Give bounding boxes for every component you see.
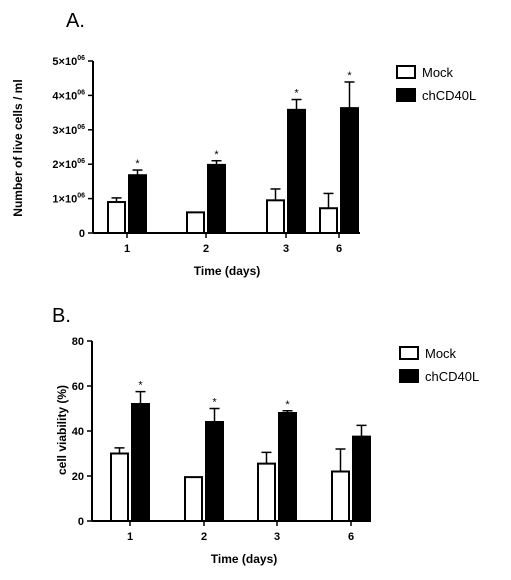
y-tick-label: 2×1006 [52, 158, 85, 171]
legend-swatch-chcd40l [396, 88, 416, 102]
plot-area: 0 20 40 60 80 * 1 * 2 * 3 6 Mock chCD40L [72, 336, 479, 543]
legend-swatch-mock [396, 65, 416, 79]
y-axis-label: Number of live cells / ml [11, 79, 25, 216]
significance-marker: * [212, 397, 217, 409]
y-tick-label-exponent: 06 [77, 55, 85, 62]
x-tick-label: 6 [348, 531, 354, 543]
y-tick-label: 40 [72, 426, 84, 438]
y-tick-label: 0 [79, 228, 85, 240]
x-tick-label: 1 [127, 531, 133, 543]
y-tick-label-exponent: 06 [77, 193, 85, 200]
bar-chcd40l-day-2 [205, 421, 224, 522]
bar-mock-day-3 [257, 462, 276, 522]
bar-mock-day-6 [319, 207, 338, 234]
bar-mock-day-6 [331, 470, 350, 522]
bar-chcd40l-day-1 [131, 403, 150, 522]
chart-b: cell viability (%) Time (days) 0 20 40 60 80… [55, 336, 479, 566]
y-tick-label-base: 3×10 [52, 125, 77, 137]
y-tick-label-exponent: 06 [77, 124, 85, 131]
significance-marker: * [214, 149, 219, 161]
chart-a: Number of live cells / ml Time (days) 0 1… [11, 55, 476, 278]
bar-chcd40l-day-2 [207, 163, 226, 234]
y-tick-label: 60 [72, 381, 84, 393]
bar-mock-day-2 [184, 476, 203, 522]
panel-label-b: B. [52, 305, 71, 327]
y-tick-label-base: 2×10 [52, 159, 77, 171]
y-tick-label: 4×1006 [52, 89, 85, 102]
legend-label-mock: Mock [425, 346, 457, 361]
significance-marker: * [135, 158, 140, 170]
legend-swatch-chcd40l [399, 369, 419, 383]
x-tick-label: 2 [201, 531, 207, 543]
legend-swatch-mock [399, 346, 419, 360]
bar-mock-day-3 [266, 199, 285, 235]
x-tick-label: 2 [203, 243, 209, 255]
y-tick-label-base: 5×10 [52, 56, 77, 68]
x-tick-label: 1 [124, 243, 130, 255]
x-axis-label: Time (days) [211, 552, 277, 566]
legend-label-mock: Mock [422, 65, 454, 80]
y-tick-label: 3×1006 [52, 124, 85, 137]
y-tick-label-base: 4×10 [52, 90, 77, 102]
significance-marker: * [285, 399, 290, 411]
bar-chcd40l-day-3 [287, 108, 306, 234]
bar-mock-day-2 [186, 211, 205, 234]
plot-area: 01×10062×10063×10064×10065×1006*1*2*3*6M… [52, 55, 476, 255]
y-axis-label: cell viability (%) [55, 385, 69, 475]
panel-label-a: A. [66, 10, 85, 32]
y-tick-label: 5×1006 [52, 55, 85, 68]
y-tick-label-exponent: 06 [77, 89, 85, 96]
y-tick-label: 0 [78, 516, 84, 528]
y-tick-label: 80 [72, 336, 84, 348]
y-tick-label-exponent: 06 [77, 158, 85, 165]
bar-mock-day-1 [107, 201, 126, 234]
legend-label-chcd40l: chCD40L [422, 88, 476, 103]
bar-chcd40l-day-6 [352, 435, 371, 522]
significance-marker: * [138, 380, 143, 392]
y-tick-label-base: 1×10 [52, 194, 77, 206]
significance-marker: * [347, 70, 352, 82]
x-tick-label: 3 [283, 243, 289, 255]
significance-marker: * [294, 88, 299, 100]
bar-mock-day-1 [110, 452, 129, 522]
y-tick-label: 1×1006 [52, 193, 85, 206]
x-tick-label: 3 [274, 531, 280, 543]
bar-chcd40l-day-1 [128, 174, 147, 234]
bar-chcd40l-day-3 [278, 412, 297, 522]
x-axis-label: Time (days) [194, 264, 260, 278]
y-tick-label: 20 [72, 471, 84, 483]
bar-chcd40l-day-6 [340, 107, 359, 234]
legend-label-chcd40l: chCD40L [425, 369, 479, 384]
x-tick-label: 6 [336, 243, 342, 255]
